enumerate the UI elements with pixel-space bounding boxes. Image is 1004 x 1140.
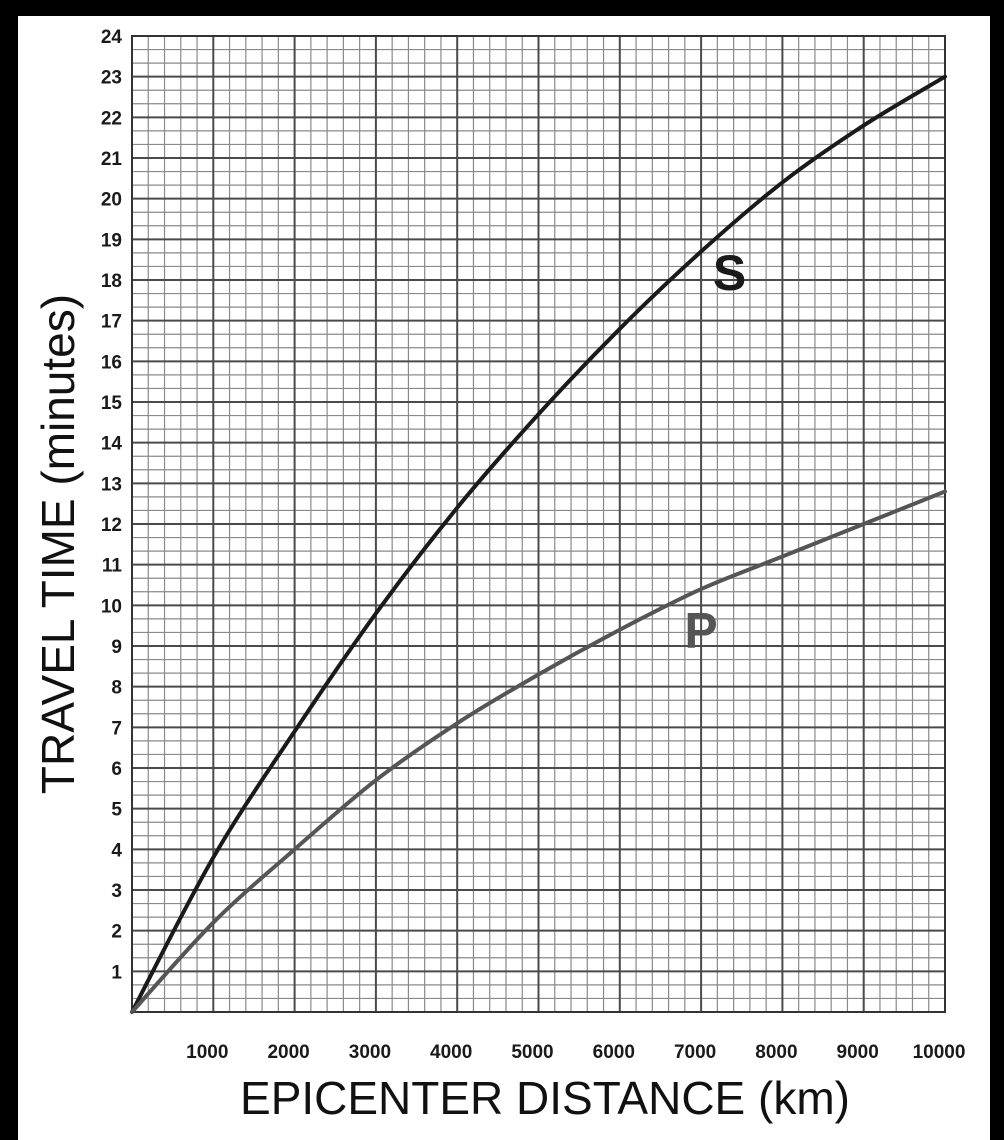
y-tick-label: 22 [101,108,122,129]
y-axis-title: TRAVEL TIME (minutes) [32,294,84,794]
y-tick-label: 6 [111,759,122,780]
y-tick-label: 21 [101,149,123,170]
x-tick-labels: 1000 2000 3000 4000 5000 6000 7000 8000 9000 1000… [186,1042,965,1063]
x-tick-label: 1000 [186,1042,228,1063]
y-tick-label: 13 [101,474,122,495]
series-label-s: S [713,245,746,301]
x-tick-label: 7000 [674,1042,716,1063]
x-tick-label: 2000 [267,1042,309,1063]
y-tick-label: 2 [111,922,122,943]
y-tick-label: 20 [101,190,122,211]
x-axis-title: EPICENTER DISTANCE (km) [240,1072,850,1124]
major-grid [132,36,945,1012]
y-tick-label: 9 [111,637,122,658]
y-tick-label: 11 [102,556,123,577]
series-label-p: P [684,603,717,659]
y-tick-label: 7 [111,718,122,739]
y-tick-label: 14 [101,434,123,455]
chart-figure: 1 2 3 4 5 6 7 8 9 10 11 12 13 14 15 16 17 18 19 20 21 22 23 24 … [18,16,990,1140]
y-tick-label: 5 [111,800,122,821]
y-tick-label: 10 [101,596,122,617]
y-tick-label: 17 [101,312,122,333]
x-tick-label: 8000 [755,1042,797,1063]
x-tick-label: 4000 [430,1042,472,1063]
y-tick-label: 3 [111,881,122,902]
y-tick-label: 8 [111,678,122,699]
x-tick-label: 9000 [837,1042,879,1063]
x-tick-label: 3000 [349,1042,391,1063]
x-tick-label: 5000 [511,1042,553,1063]
y-tick-label: 23 [101,68,122,89]
y-tick-label: 1 [111,962,122,983]
series-layer [130,74,947,1014]
y-tick-label: 4 [111,840,122,861]
x-tick-label: 6000 [593,1042,635,1063]
travel-time-chart: 123456789101112131415161718192021222324 … [32,27,965,1124]
series-labels: SP [684,245,746,659]
y-tick-label: 12 [101,515,122,536]
series-line-s [130,74,947,1014]
y-tick-label: 19 [101,230,122,251]
y-tick-label: 15 [101,393,123,414]
x-tick-label: 10000 [913,1042,966,1063]
y-tick-label: 18 [101,271,122,292]
y-tick-label: 24 [101,27,123,48]
y-tick-label: 16 [101,352,122,373]
plot-frame [131,35,946,1013]
series-line-p [130,489,947,1014]
